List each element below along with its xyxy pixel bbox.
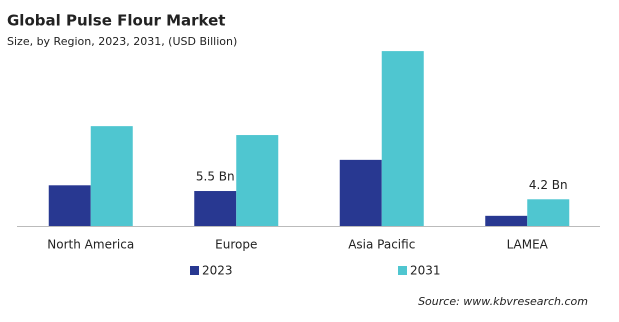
data-label: 5.5 Bn xyxy=(196,170,235,184)
bar xyxy=(48,185,91,226)
x-tick-label: North America xyxy=(47,238,134,252)
chart-subtitle: Size, by Region, 2023, 2031, (USD Billio… xyxy=(7,35,237,48)
legend-swatch xyxy=(398,266,407,275)
x-tick-label: Europe xyxy=(215,238,257,252)
bar xyxy=(339,159,382,226)
source-note: Source: www.kbvresearch.com xyxy=(418,295,588,308)
x-tick-label: Asia Pacific xyxy=(348,238,415,252)
legend-swatch xyxy=(190,266,199,275)
bar xyxy=(90,126,133,226)
bar xyxy=(485,215,528,226)
bar xyxy=(381,51,424,226)
bar xyxy=(527,199,570,226)
data-label: 4.2 Bn xyxy=(529,178,568,192)
bar xyxy=(194,191,237,226)
legend-label: 2031 xyxy=(410,264,441,278)
legend-label: 2023 xyxy=(202,264,233,278)
bar xyxy=(236,135,279,226)
chart-title: Global Pulse Flour Market xyxy=(7,12,225,30)
x-tick-label: LAMEA xyxy=(507,238,549,252)
